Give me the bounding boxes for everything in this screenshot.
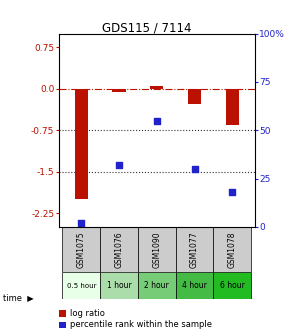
Text: GSM1078: GSM1078: [228, 231, 237, 268]
Text: 1 hour: 1 hour: [107, 281, 131, 290]
Bar: [188, 89, 201, 104]
Bar: [138, 227, 176, 272]
Point: [230, 190, 235, 195]
Point: [192, 166, 197, 172]
Bar: [176, 272, 213, 299]
Text: time  ▶: time ▶: [3, 293, 34, 302]
Point: [154, 118, 159, 123]
Bar: [213, 272, 251, 299]
Point: [117, 162, 121, 168]
Text: 6 hour: 6 hour: [220, 281, 245, 290]
Bar: [213, 227, 251, 272]
Bar: [62, 272, 100, 299]
Point: [79, 220, 84, 226]
Bar: [226, 89, 239, 125]
Text: GSM1075: GSM1075: [77, 231, 86, 268]
Text: 2 hour: 2 hour: [144, 281, 169, 290]
Text: 0.5 hour: 0.5 hour: [67, 283, 96, 289]
Bar: [138, 272, 176, 299]
Bar: [176, 227, 213, 272]
Text: GSM1076: GSM1076: [115, 231, 124, 268]
Text: GDS115 / 7114: GDS115 / 7114: [102, 22, 191, 35]
Bar: [100, 227, 138, 272]
Text: log ratio: log ratio: [70, 309, 105, 318]
Text: percentile rank within the sample: percentile rank within the sample: [70, 320, 212, 329]
Bar: [62, 227, 100, 272]
Bar: [150, 86, 163, 89]
Bar: [75, 89, 88, 199]
Text: GSM1090: GSM1090: [152, 231, 161, 268]
Bar: [113, 89, 126, 92]
Bar: [100, 272, 138, 299]
Text: GSM1077: GSM1077: [190, 231, 199, 268]
Text: 4 hour: 4 hour: [182, 281, 207, 290]
